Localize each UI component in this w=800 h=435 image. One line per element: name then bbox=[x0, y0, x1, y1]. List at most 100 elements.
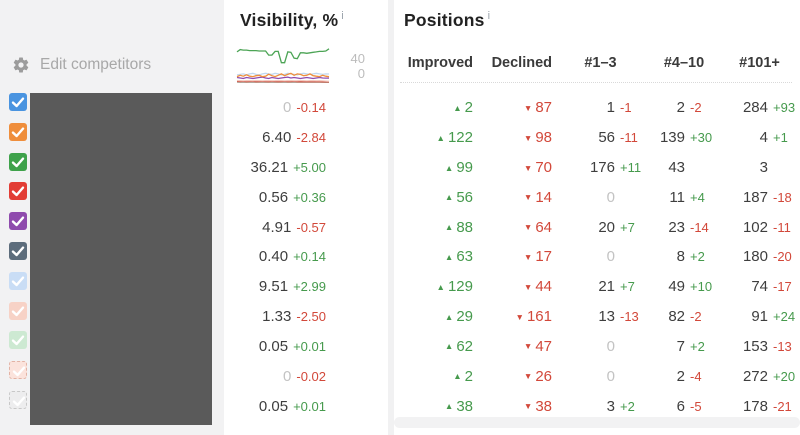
positions-row: ▲ 56 ▼ 14 0 11 +4 187 -18 bbox=[394, 182, 800, 212]
up-triangle-icon: ▲ bbox=[444, 222, 454, 233]
down-triangle-icon: ▼ bbox=[523, 341, 533, 352]
top4-10-value: 23 bbox=[668, 218, 685, 236]
competitor-9-checkbox[interactable] bbox=[9, 331, 27, 350]
competitor-1-checkbox[interactable] bbox=[9, 93, 27, 111]
top101plus-value: 272 bbox=[742, 367, 768, 385]
declined-value: ▼ 161 bbox=[515, 308, 552, 326]
sparkline-series-purple bbox=[236, 76, 329, 80]
top101plus-delta: -18 bbox=[773, 189, 792, 205]
positions-row: ▲ 88 ▼ 64 20 +7 23 -14 102 -11 bbox=[394, 212, 800, 242]
top101plus-value: 91 bbox=[751, 308, 768, 326]
competitor-8-checkbox[interactable] bbox=[9, 301, 27, 320]
visibility-row: 0.05 +0.01 bbox=[224, 332, 388, 362]
positions-row: ▲ 129 ▼ 44 21 +7 49 +10 74 -17 bbox=[394, 272, 800, 302]
top1-3-value: 0 bbox=[606, 367, 615, 385]
top1-3-value: 1 bbox=[606, 99, 615, 117]
declined-value: ▼ 26 bbox=[523, 367, 552, 385]
competitor-names-redacted-block bbox=[30, 93, 212, 425]
competitor-checkbox-list bbox=[9, 93, 27, 421]
edit-competitors-button[interactable]: Edit competitors bbox=[12, 56, 151, 74]
top4-10-delta: -14 bbox=[690, 219, 709, 235]
horizontal-scrollbar[interactable] bbox=[394, 417, 800, 428]
top4-10-delta: +30 bbox=[690, 130, 713, 146]
positions-row: ▲ 38 ▼ 38 3 +2 6 -5 178 -21 bbox=[394, 391, 800, 421]
down-triangle-icon: ▼ bbox=[523, 162, 533, 173]
declined-value: ▼ 87 bbox=[523, 99, 552, 117]
column-header-declined: Declined bbox=[491, 55, 552, 71]
visibility-value: 0.05 bbox=[258, 337, 289, 355]
competitor-4-checkbox[interactable] bbox=[9, 182, 27, 201]
top101plus-value: 102 bbox=[742, 218, 768, 236]
positions-info-icon[interactable]: i bbox=[487, 10, 491, 23]
positions-row: ▲ 29 ▼ 161 13 -13 82 -2 91 +24 bbox=[394, 302, 800, 332]
improved-value: ▲ 2 bbox=[453, 367, 473, 385]
visibility-value: 0 bbox=[283, 99, 292, 117]
improved-value: ▲ 38 bbox=[444, 397, 473, 415]
edit-competitors-label: Edit competitors bbox=[40, 56, 152, 73]
up-triangle-icon: ▲ bbox=[444, 311, 454, 322]
gear-icon bbox=[13, 57, 29, 73]
top1-3-delta: +11 bbox=[620, 160, 642, 176]
competitor-6-checkbox[interactable] bbox=[9, 241, 27, 260]
top101plus-value: 3 bbox=[759, 159, 768, 177]
competitor-11-checkbox[interactable] bbox=[9, 390, 27, 409]
positions-card: Positions i Improved Declined #1–3 #4–10 … bbox=[394, 0, 800, 435]
declined-value: ▼ 44 bbox=[523, 278, 552, 296]
positions-title-text: Positions bbox=[404, 10, 485, 30]
declined-value: ▼ 17 bbox=[523, 248, 552, 266]
visibility-row: 0 -0.14 bbox=[224, 93, 388, 123]
visibility-delta: -0.57 bbox=[296, 219, 326, 235]
competitor-3-checkbox[interactable] bbox=[9, 152, 27, 171]
competitor-2-checkbox[interactable] bbox=[9, 122, 27, 141]
top101plus-value: 284 bbox=[742, 99, 768, 117]
positions-row: ▲ 99 ▼ 70 176 +11 43 3 bbox=[394, 153, 800, 183]
column-header-101plus: #101+ bbox=[739, 55, 780, 71]
down-triangle-icon: ▼ bbox=[523, 222, 533, 233]
up-triangle-icon: ▲ bbox=[453, 102, 462, 113]
top101plus-delta: -17 bbox=[773, 279, 792, 295]
checkmark-icon bbox=[12, 366, 26, 377]
visibility-sparkline bbox=[236, 48, 330, 84]
down-triangle-icon: ▼ bbox=[523, 102, 533, 113]
visibility-delta: -0.02 bbox=[296, 368, 326, 384]
positions-rows: ▲ 2 ▼ 87 1 -1 2 -2 284 +93 ▲ 122 ▼ 98 56 -11 139 +30 4 +1 ▲ 9… bbox=[394, 93, 800, 421]
top4-10-value: 7 bbox=[676, 337, 685, 355]
top1-3-value: 56 bbox=[598, 129, 615, 147]
visibility-value: 0 bbox=[283, 367, 292, 385]
checkmark-icon bbox=[11, 186, 25, 197]
top101plus-delta: -20 bbox=[773, 249, 792, 265]
top1-3-value: 3 bbox=[606, 397, 615, 415]
declined-value: ▼ 47 bbox=[523, 337, 552, 355]
checkmark-icon bbox=[11, 335, 25, 346]
top101plus-value: 153 bbox=[742, 337, 768, 355]
sparkline-series-faded-pink bbox=[236, 79, 330, 82]
top4-10-delta: +2 bbox=[690, 249, 705, 265]
competitor-5-checkbox[interactable] bbox=[9, 212, 27, 231]
positions-row: ▲ 2 ▼ 87 1 -1 2 -2 284 +93 bbox=[394, 93, 800, 123]
down-triangle-icon: ▼ bbox=[515, 311, 524, 322]
visibility-value: 0.56 bbox=[258, 188, 289, 206]
checkmark-icon bbox=[12, 396, 26, 407]
competitor-7-checkbox[interactable] bbox=[9, 271, 27, 290]
competitor-10-checkbox[interactable] bbox=[9, 361, 27, 380]
competitors-panel: Edit competitors bbox=[0, 0, 224, 435]
improved-value: ▲ 99 bbox=[444, 159, 473, 177]
sparkline-series-red bbox=[236, 80, 329, 83]
checkmark-icon bbox=[11, 216, 25, 227]
visibility-info-icon[interactable]: i bbox=[341, 10, 344, 23]
visibility-row: 0.40 +0.14 bbox=[224, 242, 388, 272]
visibility-title: Visibility, % i bbox=[240, 10, 344, 31]
top1-3-delta: +7 bbox=[620, 219, 635, 235]
visibility-delta: +0.01 bbox=[293, 398, 326, 414]
visibility-row: 36.21 +5.00 bbox=[224, 153, 388, 183]
visibility-value: 0.40 bbox=[258, 248, 289, 266]
top4-10-delta: -4 bbox=[690, 368, 702, 384]
sparkline-series-orange bbox=[236, 72, 330, 78]
positions-row: ▲ 63 ▼ 17 0 8 +2 180 -20 bbox=[394, 242, 800, 272]
sparkline-axis-max: 40 bbox=[350, 51, 365, 66]
visibility-delta: +0.14 bbox=[293, 249, 326, 265]
checkmark-icon bbox=[11, 97, 25, 108]
top1-3-value: 0 bbox=[606, 337, 615, 355]
up-triangle-icon: ▲ bbox=[444, 341, 454, 352]
visibility-rows: 0 -0.14 6.40 -2.84 36.21 +5.00 0.56 +0.36 4.91 -0… bbox=[224, 93, 388, 421]
